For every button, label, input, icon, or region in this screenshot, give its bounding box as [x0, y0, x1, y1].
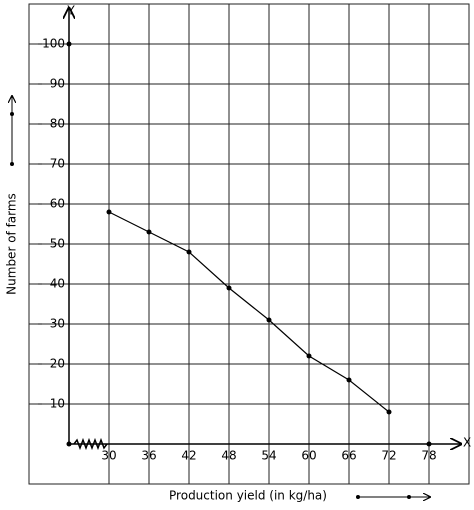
data-line — [108, 211, 390, 413]
y-axis-label: Number of farms — [5, 193, 19, 295]
arrow-dot — [407, 495, 411, 499]
data-point — [146, 229, 152, 235]
y-tick-label: 50 — [50, 237, 65, 251]
data-point — [266, 317, 272, 323]
y-tick-label: 20 — [50, 357, 65, 371]
y-tick-label: 10 — [50, 397, 65, 411]
data-point — [186, 249, 192, 255]
arrow-dot — [10, 162, 14, 166]
y-tick-label: 30 — [50, 317, 65, 331]
origin-dot — [66, 441, 72, 447]
data-point — [306, 353, 312, 359]
data-point — [226, 285, 232, 291]
x-tick-label: 66 — [341, 449, 356, 463]
y-tick-label: 70 — [50, 157, 65, 171]
data-point — [386, 409, 392, 415]
axis-break — [73, 437, 108, 451]
arrow-dot — [356, 495, 360, 499]
y-tick-label: 80 — [50, 117, 65, 131]
data-point — [346, 377, 352, 383]
x-tick-label: 78 — [421, 449, 436, 463]
x-tick-label: 72 — [381, 449, 396, 463]
y-tick-label: 100 — [42, 37, 65, 51]
y-tick-label: 90 — [50, 77, 65, 91]
x-axis-name: X — [463, 436, 471, 450]
x-tick-label: 30 — [101, 449, 116, 463]
x-tick-label: 42 — [181, 449, 196, 463]
x-tick-label: 36 — [141, 449, 156, 463]
x-tick-label: 60 — [301, 449, 316, 463]
x-tick-label: 48 — [221, 449, 236, 463]
x-tick-label: 54 — [261, 449, 276, 463]
data-point — [106, 209, 112, 215]
axis-end-dot — [66, 41, 72, 47]
x-axis-label: Production yield (in kg/ha) — [169, 489, 327, 503]
y-tick-label: 60 — [50, 197, 65, 211]
y-tick-label: 40 — [50, 277, 65, 291]
y-axis-name: Y — [66, 4, 75, 18]
axis-end-dot — [426, 441, 432, 447]
arrow-dot — [10, 112, 14, 116]
